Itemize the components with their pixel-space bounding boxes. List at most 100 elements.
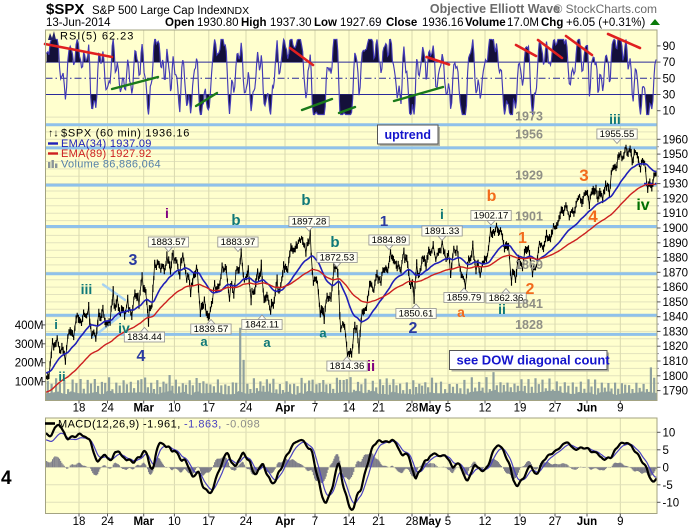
svg-text:1950: 1950: [663, 149, 689, 161]
svg-text:10: 10: [168, 516, 181, 528]
svg-text:a: a: [457, 304, 465, 320]
svg-text:1927.69: 1927.69: [340, 17, 382, 29]
svg-text:Volume: Volume: [465, 17, 506, 29]
svg-text:14: 14: [343, 403, 356, 415]
svg-text:RSI(5) 62.23: RSI(5) 62.23: [60, 31, 134, 43]
svg-text:1930.80: 1930.80: [197, 17, 239, 29]
svg-text:3: 3: [129, 252, 138, 269]
svg-text:Low: Low: [314, 17, 337, 29]
svg-text:1840: 1840: [663, 312, 689, 324]
svg-text:28: 28: [406, 516, 419, 528]
svg-text:10: 10: [663, 427, 676, 439]
svg-text:14: 14: [343, 516, 356, 528]
svg-text:ii: ii: [367, 358, 375, 375]
svg-text:1820: 1820: [663, 341, 689, 353]
svg-text:1956: 1956: [515, 128, 543, 142]
svg-text:1920: 1920: [663, 193, 689, 205]
svg-text:1937.30: 1937.30: [270, 17, 312, 29]
svg-text:High: High: [241, 17, 267, 29]
svg-text:MACD(12,26,9): MACD(12,26,9): [58, 419, 140, 431]
svg-text:see DOW diagonal count: see DOW diagonal count: [457, 353, 611, 368]
svg-text:90: 90: [663, 41, 676, 53]
svg-text:50: 50: [663, 73, 676, 85]
svg-text:18: 18: [73, 516, 86, 528]
svg-text:24: 24: [101, 516, 114, 528]
svg-text:17.0M: 17.0M: [507, 17, 539, 29]
svg-text:1839.57: 1839.57: [194, 324, 229, 335]
svg-text:70: 70: [663, 57, 676, 69]
svg-text:1929: 1929: [515, 169, 543, 183]
svg-text:i: i: [165, 205, 169, 221]
svg-text:Jun: Jun: [577, 403, 597, 415]
svg-text:Apr: Apr: [275, 403, 295, 415]
svg-text:EMA(89) 1927.92: EMA(89) 1927.92: [61, 148, 152, 160]
svg-text:1955.55: 1955.55: [600, 129, 635, 140]
svg-text:1850: 1850: [663, 297, 689, 309]
svg-text:24: 24: [240, 516, 253, 528]
svg-text:27: 27: [549, 403, 562, 415]
svg-text:Apr: Apr: [275, 516, 295, 528]
svg-text:24: 24: [240, 403, 253, 415]
svg-text:2: 2: [526, 281, 535, 298]
svg-text:Volume 86,886,064: Volume 86,886,064: [61, 159, 161, 171]
svg-text:4: 4: [588, 207, 598, 226]
svg-text:10: 10: [168, 403, 181, 415]
svg-text:May: May: [419, 403, 442, 415]
svg-text:1860: 1860: [663, 282, 689, 294]
svg-text:13-Jun-2014: 13-Jun-2014: [46, 17, 111, 29]
svg-text:May: May: [419, 516, 442, 528]
svg-text:1936.16: 1936.16: [422, 17, 464, 29]
svg-text:4: 4: [137, 348, 146, 365]
svg-text:9: 9: [617, 516, 623, 528]
svg-text:i: i: [54, 317, 58, 332]
svg-text:1: 1: [518, 230, 527, 247]
svg-text:S&P 500 Large Cap Index: S&P 500 Large Cap Index: [92, 5, 226, 17]
svg-text:18: 18: [73, 403, 86, 415]
svg-text:Jun: Jun: [577, 516, 597, 528]
svg-text:27: 27: [549, 516, 562, 528]
svg-text:30: 30: [663, 90, 676, 102]
svg-text:0: 0: [663, 462, 669, 474]
svg-text:3: 3: [579, 166, 588, 185]
svg-text:Close: Close: [386, 17, 417, 29]
svg-text:ii: ii: [58, 369, 65, 384]
svg-text:1842.11: 1842.11: [245, 320, 279, 331]
svg-text:$SPX: $SPX: [46, 1, 84, 18]
svg-text:$SPX (60 min) 1936.16: $SPX (60 min) 1936.16: [61, 128, 190, 140]
svg-text:Mar: Mar: [133, 403, 154, 415]
svg-text:5: 5: [445, 403, 451, 415]
svg-text:1910: 1910: [663, 208, 689, 220]
svg-text:INDX: INDX: [224, 5, 249, 17]
svg-text:1810: 1810: [663, 356, 689, 368]
svg-text:a: a: [200, 334, 208, 349]
svg-text:a: a: [263, 335, 271, 350]
svg-text:1841: 1841: [515, 297, 543, 311]
svg-text:1891.33: 1891.33: [425, 226, 460, 237]
svg-text:-5: -5: [663, 480, 673, 492]
svg-text:19: 19: [514, 403, 527, 415]
svg-text:1883.57: 1883.57: [151, 237, 186, 248]
svg-text:19: 19: [514, 516, 527, 528]
svg-text:1830: 1830: [663, 326, 689, 338]
svg-text:+6.05 (+0.31%): +6.05 (+0.31%): [566, 17, 645, 29]
svg-text:5: 5: [445, 516, 451, 528]
svg-text:1897.28: 1897.28: [292, 217, 327, 228]
svg-text:a: a: [319, 326, 327, 341]
svg-text:b: b: [301, 192, 310, 209]
svg-text:2: 2: [409, 320, 418, 337]
svg-text:EMA(34) 1937.09: EMA(34) 1937.09: [61, 138, 152, 150]
svg-text:10: 10: [663, 106, 676, 118]
svg-text:iii: iii: [81, 281, 93, 297]
svg-text:1890: 1890: [663, 238, 689, 250]
svg-text:© StockCharts.com: © StockCharts.com: [553, 2, 657, 16]
svg-text:1870: 1870: [663, 267, 689, 279]
svg-text:↑↓: ↑↓: [48, 128, 59, 140]
svg-text:1828: 1828: [515, 318, 543, 332]
svg-text:1859.79: 1859.79: [447, 293, 482, 304]
svg-text:i: i: [440, 206, 444, 222]
svg-text:Open: Open: [165, 17, 194, 29]
svg-text:12: 12: [479, 516, 492, 528]
svg-text:300M: 300M: [15, 339, 44, 351]
svg-text:1960: 1960: [663, 134, 689, 146]
svg-text:1884.89: 1884.89: [372, 235, 407, 246]
